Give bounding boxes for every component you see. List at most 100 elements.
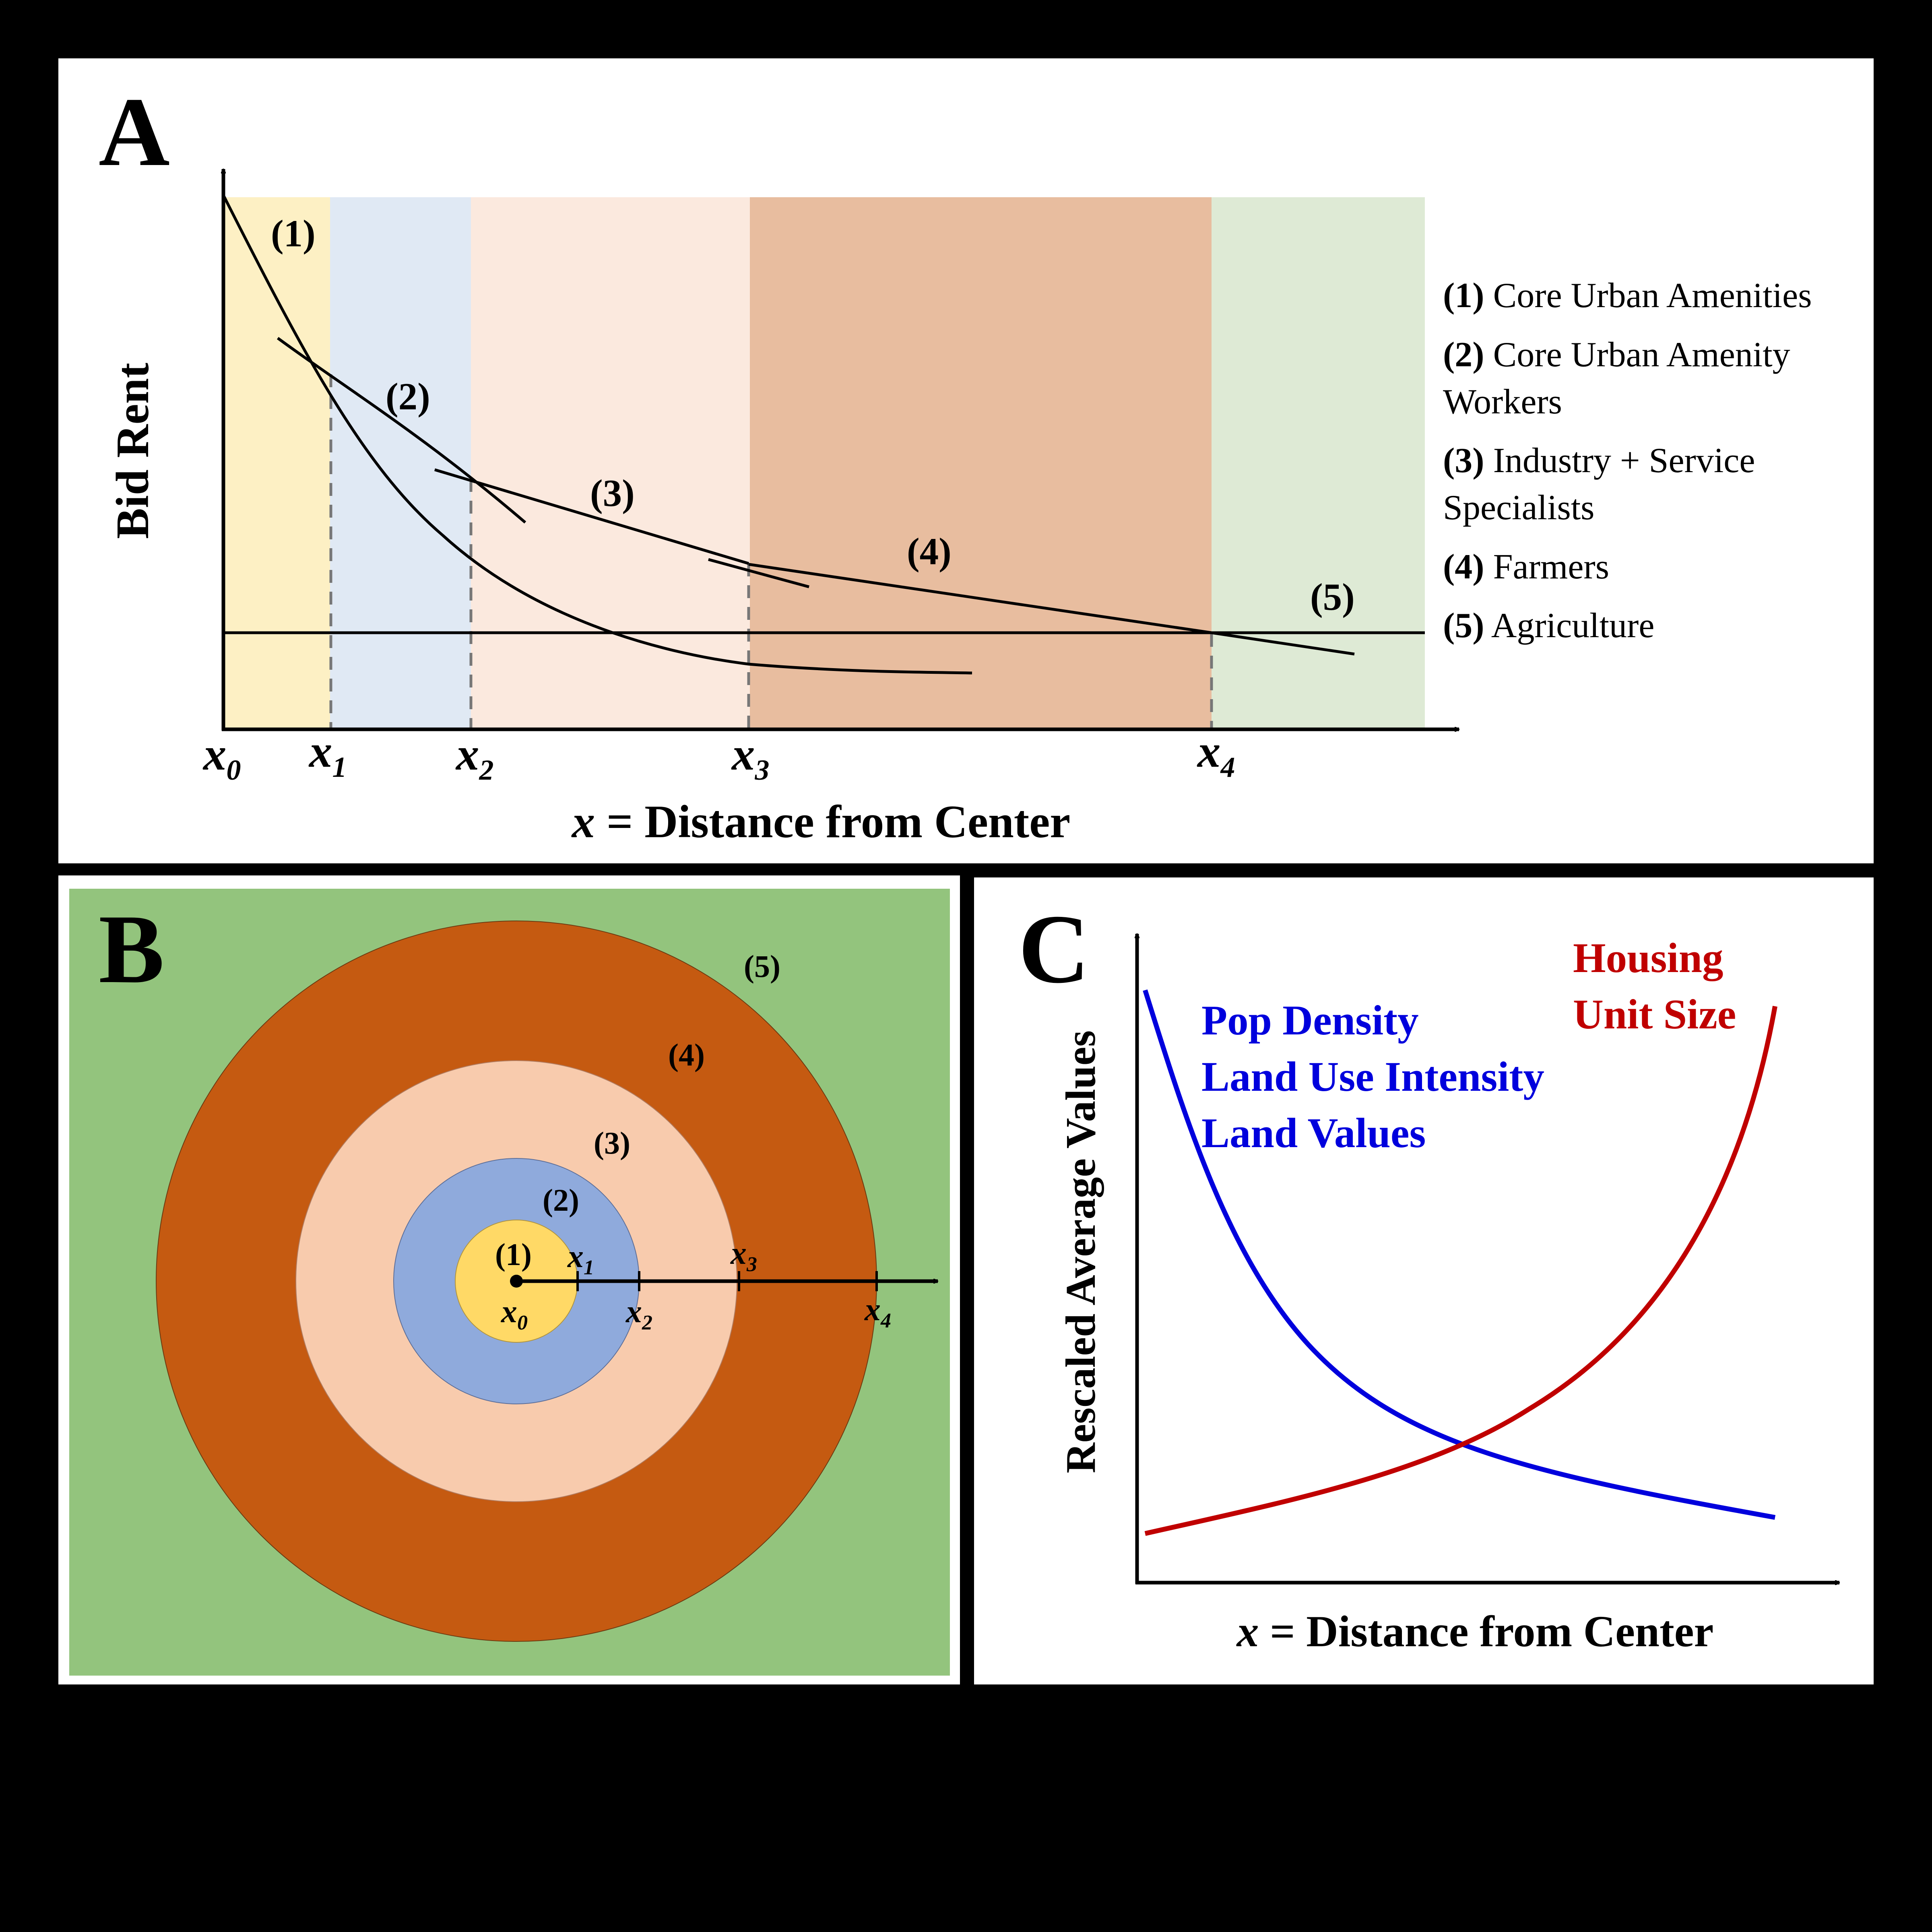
tick-sub: 4	[1220, 751, 1235, 783]
label-pop-density: Pop Density	[1201, 997, 1419, 1044]
tick-label-x2: x2	[455, 729, 494, 786]
ring-label-4: (4)	[668, 1037, 705, 1072]
blue-curve-labels: Pop Density Land Use Intensity Land Valu…	[1201, 997, 1544, 1156]
tick-sub: 4	[880, 1309, 891, 1332]
panel-a-x-axis-label: x = Distance from Center	[571, 796, 1071, 847]
curve-pop-density	[1143, 989, 1776, 1520]
tick-base: x	[1197, 726, 1221, 777]
tick-label-x3: x3	[731, 729, 770, 786]
zone-4	[750, 197, 1212, 729]
panel-c-y-axis-label: Rescaled Average Values	[1057, 1030, 1104, 1473]
center-point	[510, 1275, 523, 1288]
panel-b-tick-labels: x0 x1 x2 x3 x4	[501, 1236, 891, 1334]
label-unit-size: Unit Size	[1573, 991, 1736, 1038]
tick-base: x	[730, 1236, 747, 1271]
zone-3	[471, 197, 750, 729]
zone-boundaries	[329, 374, 1213, 729]
panel-c-letter: C	[1018, 894, 1090, 1003]
curve-housing-unit-size	[1144, 1005, 1777, 1536]
legend-item-3-line2: Specialists	[1443, 488, 1594, 527]
legend-item-5: (5) Agriculture	[1443, 606, 1654, 645]
tick-sub: 1	[584, 1256, 594, 1279]
b-tick-label-x0: x0	[501, 1294, 528, 1334]
curve-labels: (1) (2) (3) (4) (5)	[271, 212, 1355, 618]
legend-item-2-line2: Workers	[1443, 382, 1562, 421]
label-land-use-intensity: Land Use Intensity	[1201, 1053, 1544, 1100]
ring-label-3: (3)	[594, 1125, 630, 1160]
ring-label-2: (2)	[543, 1183, 579, 1218]
legend-num: (5)	[1443, 606, 1484, 645]
tick-sub: 0	[517, 1311, 528, 1334]
curve-label-4: (4)	[907, 530, 952, 573]
tick-sub: 1	[332, 751, 347, 783]
legend-text: Core Urban Amenity	[1493, 335, 1790, 374]
tick-sub: 3	[755, 754, 770, 786]
tick-base: x	[455, 729, 479, 780]
legend-item-1: (1) Core Urban Amenities	[1443, 276, 1812, 315]
legend-num: (3)	[1443, 441, 1484, 480]
legend-text: Industry + Service	[1493, 441, 1755, 480]
legend-text: Core Urban Amenities	[1493, 276, 1812, 315]
ring-label-5: (5)	[744, 949, 780, 984]
curve-1-core-urban-amenities	[222, 194, 972, 675]
tick-label-x0: x0	[202, 729, 241, 786]
radial-ticks	[576, 1271, 878, 1291]
tick-base: x	[202, 729, 227, 780]
tick-base: x	[864, 1292, 881, 1327]
label-housing: Housing	[1573, 934, 1724, 981]
red-curve-labels: Housing Unit Size	[1573, 934, 1736, 1038]
panel-c: C Rescaled Average Values x = Distance f…	[974, 877, 1874, 1684]
tick-base: x	[731, 729, 755, 780]
b-tick-label-x1: x1	[567, 1239, 594, 1279]
b-tick-label-x3: x3	[730, 1236, 757, 1276]
panel-a-y-axis-label: Bid Rent	[107, 363, 158, 539]
ring-labels: (1) (2) (3) (4) (5)	[495, 949, 780, 1272]
tick-base: x	[567, 1239, 584, 1274]
legend-text: Agriculture	[1491, 606, 1655, 645]
tick-label-x1: x1	[308, 726, 347, 783]
x-axis-var: x	[1236, 1607, 1259, 1656]
tick-label-x4: x4	[1197, 726, 1235, 783]
zone-2	[330, 197, 471, 729]
tick-base: x	[308, 726, 332, 777]
legend-item-3: (3) Industry + Service	[1443, 441, 1755, 480]
zone-5	[1212, 197, 1425, 729]
x-axis-var: x	[571, 796, 595, 847]
legend-num: (4)	[1443, 547, 1484, 586]
legend-item-2: (2) Core Urban Amenity	[1443, 335, 1790, 374]
panel-a: A (1) (2) (3) (4) (5)	[58, 58, 1874, 863]
tick-base: x	[625, 1294, 642, 1329]
panel-a-letter: A	[99, 77, 170, 186]
tick-sub: 2	[642, 1311, 652, 1334]
curve-2-amenity-workers	[277, 337, 526, 524]
x-axis-rest: = Distance from Center	[1259, 1607, 1714, 1656]
curve-3-tail	[708, 558, 809, 588]
panel-b-letter: B	[99, 894, 164, 1003]
x-axis-rest: = Distance from Center	[595, 796, 1070, 847]
legend-num: (1)	[1443, 276, 1484, 315]
legend-item-4: (4) Farmers	[1443, 547, 1609, 586]
curve-label-3: (3)	[590, 472, 635, 514]
zone-1	[223, 197, 330, 729]
tick-sub: 2	[479, 754, 494, 786]
bid-rent-curves	[222, 194, 1425, 675]
ring-label-1: (1)	[495, 1237, 532, 1272]
b-tick-label-x4: x4	[864, 1292, 891, 1332]
tick-base: x	[501, 1294, 517, 1329]
tick-sub: 0	[227, 754, 241, 786]
panel-b: B (1) (2) (3) (4) (5) x0 x1 x2 x3 x4	[58, 875, 960, 1684]
curve-label-2: (2)	[386, 375, 430, 418]
tick-sub: 3	[746, 1253, 757, 1276]
panel-c-background	[974, 877, 1874, 1684]
curve-3-industry-service	[434, 468, 749, 565]
legend-num: (2)	[1443, 335, 1484, 374]
curve-label-5: (5)	[1310, 576, 1355, 618]
legend-text: Farmers	[1493, 547, 1609, 586]
label-land-values: Land Values	[1201, 1109, 1426, 1156]
panel-a-legend: (1) Core Urban Amenities (2) Core Urban …	[1443, 276, 1812, 645]
curve-label-1: (1)	[271, 212, 316, 255]
b-tick-label-x2: x2	[625, 1294, 652, 1334]
panel-a-x-ticks: x0 x1 x2 x3 x4	[202, 726, 1235, 786]
panel-c-x-axis-label: x = Distance from Center	[1236, 1607, 1714, 1656]
